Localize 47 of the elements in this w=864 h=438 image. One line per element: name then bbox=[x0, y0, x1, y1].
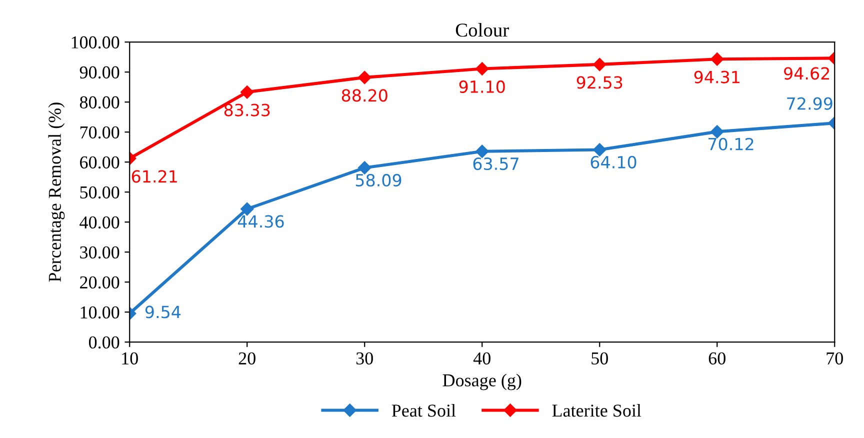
x-tick-label: 70 bbox=[826, 352, 843, 365]
y-tick-label: 90.00 bbox=[80, 66, 120, 79]
x-tick-label: 30 bbox=[356, 352, 373, 365]
x-tick-label: 10 bbox=[122, 352, 138, 365]
data-label: 92.53 bbox=[576, 76, 622, 89]
y-tick-label: 20.00 bbox=[80, 276, 120, 289]
point bbox=[358, 70, 372, 84]
data-label: 70.12 bbox=[708, 138, 754, 150]
x-tick-label: 60 bbox=[708, 352, 726, 365]
point bbox=[593, 58, 606, 72]
y-tick-label: 100.00 bbox=[72, 36, 120, 49]
data-label: 44.36 bbox=[238, 215, 284, 228]
y-tick-label: 10.00 bbox=[80, 306, 120, 319]
point bbox=[593, 143, 606, 156]
point bbox=[710, 52, 724, 66]
data-label: 64.10 bbox=[590, 156, 636, 168]
legend-label: Laterite Soil bbox=[552, 404, 642, 417]
y-tick-label: 30.00 bbox=[80, 246, 120, 259]
data-label: 58.09 bbox=[356, 174, 402, 187]
data-label: 9.54 bbox=[145, 306, 181, 318]
x-axis-title: Dosage (g) bbox=[442, 374, 522, 390]
point bbox=[710, 125, 724, 138]
y-axis-title: Percentage Removal (%) bbox=[48, 102, 65, 282]
point bbox=[240, 85, 254, 99]
data-label: 61.21 bbox=[132, 170, 177, 183]
data-label: 94.62 bbox=[784, 67, 830, 80]
y-tick-label: 60.00 bbox=[80, 156, 120, 169]
data-label: 83.33 bbox=[224, 104, 270, 116]
y-tick-label: 0.00 bbox=[88, 336, 120, 349]
chart-title: Colour bbox=[456, 23, 509, 37]
y-tick-label: 50.00 bbox=[80, 186, 120, 199]
data-label: 94.31 bbox=[694, 70, 740, 84]
data-label: 88.20 bbox=[342, 89, 388, 102]
legend-label: Peat Soil bbox=[392, 404, 456, 417]
data-label: 91.10 bbox=[459, 80, 505, 94]
point bbox=[358, 161, 372, 174]
point bbox=[476, 62, 489, 76]
data-label: 63.57 bbox=[473, 157, 518, 170]
x-tick-label: 40 bbox=[473, 352, 490, 365]
y-tick-label: 40.00 bbox=[80, 216, 120, 229]
y-tick-label: 80.00 bbox=[80, 96, 120, 109]
point bbox=[476, 144, 489, 158]
data-label: 72.99 bbox=[787, 97, 832, 110]
x-tick-label: 50 bbox=[592, 352, 608, 365]
x-tick-label: 20 bbox=[238, 352, 256, 365]
y-tick-label: 70.00 bbox=[80, 126, 120, 139]
point bbox=[240, 202, 254, 216]
